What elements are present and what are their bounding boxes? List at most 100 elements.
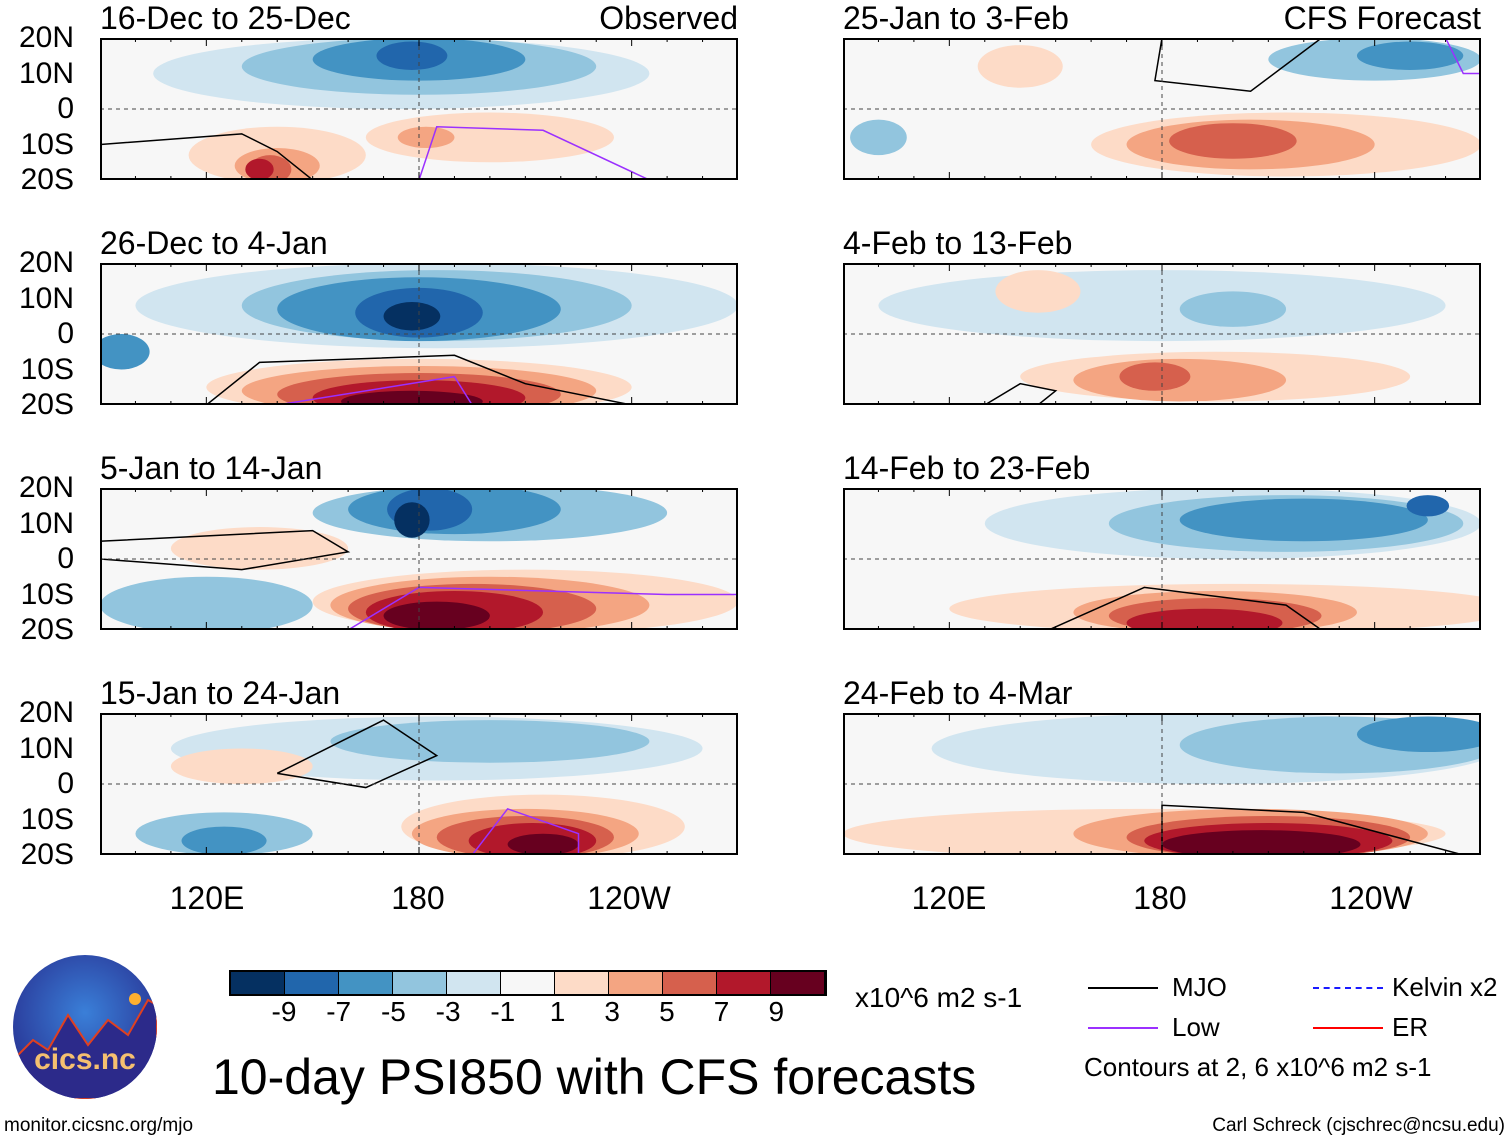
colorbar-tick-label: -9: [271, 996, 297, 1027]
lat-label: 10N: [18, 506, 74, 540]
map-panel: 5-Jan to 14-Jan: [100, 450, 738, 630]
lat-label: 20N: [18, 21, 74, 54]
lon-label: 180: [391, 880, 445, 916]
source-url[interactable]: monitor.cicsnc.org/mjo: [4, 1115, 194, 1136]
anomaly-contour-fill: [995, 270, 1081, 313]
lat-label: 20S: [20, 388, 74, 421]
lat-label: 10S: [20, 127, 74, 161]
map-panel: 15-Jan to 24-Jan: [100, 675, 738, 855]
anomaly-contour-fill: [397, 126, 455, 149]
anomaly-contour-fill: [1119, 362, 1191, 391]
panel-date-range: 25-Jan to 3-Feb: [843, 0, 1069, 36]
colorbar-tick-label: 9: [768, 996, 785, 1027]
lat-label: 20N: [18, 696, 74, 729]
lat-label: 0: [57, 542, 74, 575]
colorbar-swatch: [771, 972, 825, 994]
anomaly-contour-fill: [1179, 291, 1287, 327]
mjo-contour: [1051, 586, 1320, 628]
map-area: [843, 488, 1481, 630]
map-panel: 16-Dec to 25-Dec Observed: [100, 0, 738, 180]
lon-label: 120W: [1329, 880, 1413, 916]
colorbar-tick-label: -5: [380, 996, 406, 1027]
colorbar-tick-label: -1: [490, 996, 516, 1027]
lon-label: 120E: [169, 880, 245, 916]
map-area: [843, 38, 1481, 180]
map-area: [100, 263, 738, 405]
anomaly-contour-fill: [1169, 123, 1297, 159]
legend-kelvin-line: [1313, 987, 1383, 989]
low-contour: [284, 375, 472, 403]
legend-low: Low: [1172, 1012, 1220, 1042]
anomaly-contour-fill: [850, 119, 907, 156]
panel-date-range: 15-Jan to 24-Jan: [100, 675, 341, 711]
lat-label: 10N: [18, 56, 74, 90]
mjo-contour: [1154, 40, 1321, 93]
legend-mjo: MJO: [1172, 972, 1227, 1002]
legend-low-line: [1088, 1027, 1158, 1029]
colorbar-swatch: [339, 972, 393, 994]
anomaly-contour-fill: [365, 112, 614, 163]
lat-label: 20S: [20, 838, 74, 871]
panel-date-range: 14-Feb to 23-Feb: [843, 450, 1091, 486]
mjo-contour: [276, 719, 439, 789]
psi850-field: [845, 40, 1479, 178]
lon-label: 120W: [587, 880, 671, 916]
low-contour: [1445, 40, 1479, 75]
panel-date-range: 4-Feb to 13-Feb: [843, 225, 1073, 261]
colorbar-swatch: [609, 972, 663, 994]
mjo-contour: [1161, 804, 1459, 853]
legend-er-line: [1313, 1027, 1383, 1029]
anomaly-contour-fill: [977, 45, 1063, 88]
map-panel: 14-Feb to 23-Feb: [843, 450, 1481, 630]
psi850-field: [845, 265, 1479, 403]
lat-label: 10S: [20, 352, 74, 386]
psi850-field: [102, 40, 736, 178]
anomaly-contour-fill: [102, 576, 313, 628]
low-contour: [349, 586, 736, 628]
lat-label: 20N: [18, 471, 74, 504]
colorbar-swatch: [447, 972, 501, 994]
colorbar-swatch: [663, 972, 717, 994]
logo-text: cics.nc: [34, 1043, 136, 1076]
colorbar-swatch: [717, 972, 771, 994]
anomaly-contour-fill: [341, 390, 483, 403]
colorbar-tick-label: 1: [549, 996, 566, 1027]
lat-label: 10S: [20, 802, 74, 836]
colorbar-swatch: [231, 972, 285, 994]
anomaly-contour-fill: [1356, 41, 1464, 70]
low-contour: [472, 807, 580, 853]
colorbar-swatch: [501, 972, 555, 994]
anomaly-contour-fill: [1356, 716, 1479, 753]
colorbar-swatch: [555, 972, 609, 994]
mjo-contour: [102, 133, 312, 178]
colorbar-tick-label: 5: [659, 996, 675, 1027]
map-panel: 26-Dec to 4-Jan: [100, 225, 738, 405]
mountain-icon: [13, 993, 157, 1099]
panel-date-range: 5-Jan to 14-Jan: [100, 450, 323, 486]
lat-label: 20N: [18, 246, 74, 279]
psi850-field: [102, 715, 736, 853]
anomaly-contour-fill: [1179, 498, 1428, 542]
panel-date-range: 26-Dec to 4-Jan: [100, 225, 328, 261]
legend-kelvin: Kelvin x2: [1392, 972, 1498, 1002]
colorbar-swatch: [285, 972, 339, 994]
map-panel: 25-Jan to 3-Feb CFS Forecast: [843, 0, 1481, 180]
map-area: [100, 38, 738, 180]
map-area: [843, 263, 1481, 405]
colorbar-tick-label: -7: [326, 996, 352, 1027]
map-panel: 4-Feb to 13-Feb: [843, 225, 1481, 405]
anomaly-contour-fill: [170, 748, 313, 784]
lat-label: 0: [57, 767, 74, 800]
psi850-field: [845, 490, 1479, 628]
panel-source-label: Observed: [599, 0, 738, 36]
colorbar: [229, 970, 827, 996]
anomaly-contour-fill: [383, 601, 490, 628]
mjo-contour: [986, 382, 1058, 403]
lat-label: 20S: [20, 613, 74, 646]
mjo-contour: [207, 354, 626, 403]
legend-mjo-line: [1088, 987, 1158, 989]
legend: MJO Low Kelvin x2 ER Contours at 2, 6 x1…: [1084, 970, 1508, 1082]
psi850-field: [102, 490, 736, 628]
colorbar-tick-label: 7: [713, 996, 730, 1027]
cics-logo: cics.nc: [13, 955, 157, 1099]
